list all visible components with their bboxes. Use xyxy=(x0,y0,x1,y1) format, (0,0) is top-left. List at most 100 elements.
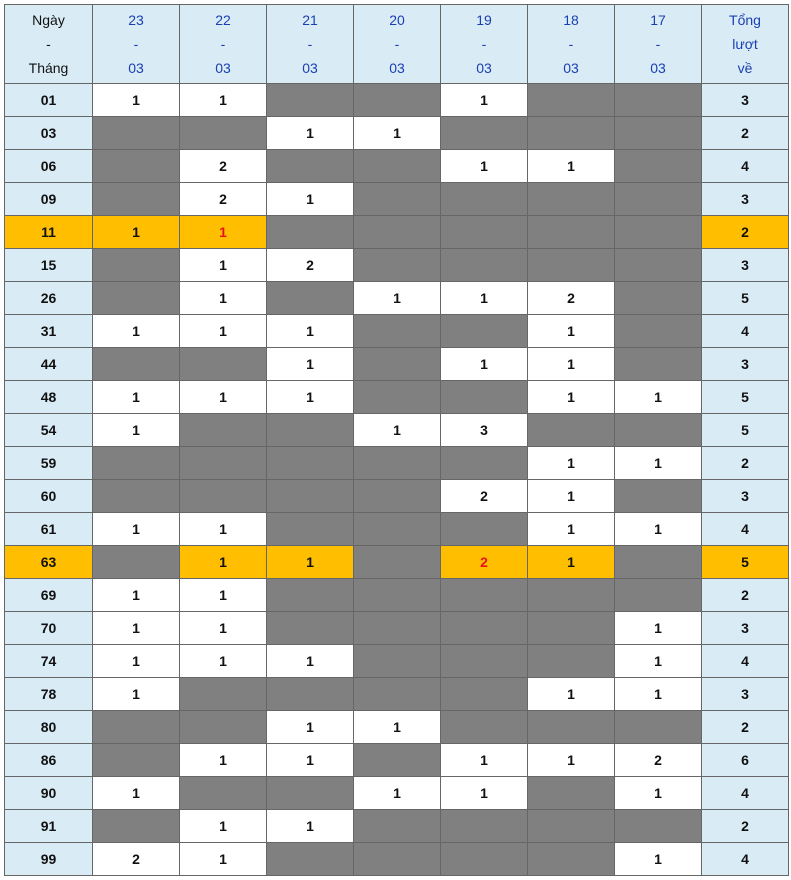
header-date-line: - xyxy=(655,36,661,52)
lottery-frequency-table: Ngày - Tháng 23-03 22-03 21-03 20-03 19-03 18-03… xyxy=(4,4,789,876)
row-number: 61 xyxy=(4,512,93,546)
empty-cell xyxy=(353,677,441,711)
empty-cell xyxy=(266,479,354,513)
empty-cell xyxy=(614,479,702,513)
row-number: 26 xyxy=(4,281,93,315)
table-row: 11 1 1 2 xyxy=(4,215,789,249)
count-cell: 1 xyxy=(527,314,615,348)
row-number: 91 xyxy=(4,809,93,843)
table-row: 86 1 1 1 1 2 6 xyxy=(4,743,789,777)
empty-cell xyxy=(440,644,528,678)
count-cell: 1 xyxy=(614,677,702,711)
count-cell: 1 xyxy=(92,512,180,546)
count-cell: 1 xyxy=(353,116,441,150)
header-date-line: 17 xyxy=(650,12,666,28)
header-total: Tổng lượt về xyxy=(701,4,789,84)
empty-cell xyxy=(92,743,180,777)
table-row: 63 1 1 2 1 5 xyxy=(4,545,789,579)
count-cell: 1 xyxy=(614,611,702,645)
count-cell: 2 xyxy=(440,479,528,513)
empty-cell xyxy=(179,776,267,810)
row-number: 48 xyxy=(4,380,93,414)
row-total: 3 xyxy=(701,248,789,282)
empty-cell xyxy=(440,677,528,711)
empty-cell xyxy=(527,116,615,150)
table-row: 74 1 1 1 1 4 xyxy=(4,644,789,678)
header-date-line: 23 xyxy=(128,12,144,28)
count-cell: 1 xyxy=(179,314,267,348)
row-total: 3 xyxy=(701,677,789,711)
table-row: 60 2 1 3 xyxy=(4,479,789,513)
empty-cell xyxy=(92,248,180,282)
table-row: 91 1 1 2 xyxy=(4,809,789,843)
row-total: 3 xyxy=(701,611,789,645)
header-date-line: - xyxy=(307,36,313,52)
count-cell: 1 xyxy=(92,83,180,117)
count-cell: 1 xyxy=(614,380,702,414)
empty-cell xyxy=(614,314,702,348)
row-total: 4 xyxy=(701,314,789,348)
table-row: 70 1 1 1 3 xyxy=(4,611,789,645)
row-number: 99 xyxy=(4,842,93,876)
empty-cell xyxy=(440,809,528,843)
row-number: 01 xyxy=(4,83,93,117)
row-number: 78 xyxy=(4,677,93,711)
row-total: 5 xyxy=(701,413,789,447)
header-date: 20 - 03 xyxy=(353,4,441,84)
count-cell: 1 xyxy=(266,710,354,744)
table-row: 44 1 1 1 3 xyxy=(4,347,789,381)
row-total: 3 xyxy=(701,479,789,513)
empty-cell xyxy=(353,83,441,117)
empty-cell xyxy=(440,710,528,744)
count-cell: 1 xyxy=(179,842,267,876)
row-total: 5 xyxy=(701,380,789,414)
empty-cell xyxy=(353,545,441,579)
empty-cell xyxy=(353,644,441,678)
count-cell: 1 xyxy=(92,314,180,348)
count-cell: 1 xyxy=(179,281,267,315)
row-number: 09 xyxy=(4,182,93,216)
row-number: 44 xyxy=(4,347,93,381)
header-date-line: 03 xyxy=(476,60,492,76)
empty-cell xyxy=(92,479,180,513)
row-total: 5 xyxy=(701,281,789,315)
header-date-line: 03 xyxy=(128,60,144,76)
header-date: 22 - 03 xyxy=(179,4,267,84)
empty-cell xyxy=(266,83,354,117)
table-row: 48 1 1 1 1 1 5 xyxy=(4,380,789,414)
count-cell: 1 xyxy=(92,215,180,249)
count-cell: 1 xyxy=(527,380,615,414)
count-cell: 1 xyxy=(614,644,702,678)
count-cell: 1 xyxy=(92,644,180,678)
row-total: 2 xyxy=(701,116,789,150)
empty-cell xyxy=(614,149,702,183)
header-date-line: 03 xyxy=(650,60,666,76)
empty-cell xyxy=(527,83,615,117)
empty-cell xyxy=(353,842,441,876)
header-date-line: - xyxy=(394,36,400,52)
empty-cell xyxy=(266,215,354,249)
header-date-line: - xyxy=(133,36,139,52)
row-total: 4 xyxy=(701,512,789,546)
count-cell: 1 xyxy=(440,281,528,315)
empty-cell xyxy=(266,413,354,447)
header-date-line: 19 xyxy=(476,12,492,28)
table-row: 54 1 1 3 5 xyxy=(4,413,789,447)
count-cell: 1 xyxy=(266,347,354,381)
count-cell: 2 xyxy=(440,545,528,579)
empty-cell xyxy=(440,611,528,645)
empty-cell xyxy=(614,347,702,381)
empty-cell xyxy=(179,446,267,480)
empty-cell xyxy=(266,512,354,546)
row-total: 2 xyxy=(701,710,789,744)
header-date-line: 03 xyxy=(215,60,231,76)
count-cell: 1 xyxy=(92,677,180,711)
table-row: 15 1 2 3 xyxy=(4,248,789,282)
table-row: 09 2 1 3 xyxy=(4,182,789,216)
header-date: 17 - 03 xyxy=(614,4,702,84)
row-total: 4 xyxy=(701,842,789,876)
empty-cell xyxy=(266,842,354,876)
row-number: 86 xyxy=(4,743,93,777)
empty-cell xyxy=(353,512,441,546)
empty-cell xyxy=(92,149,180,183)
